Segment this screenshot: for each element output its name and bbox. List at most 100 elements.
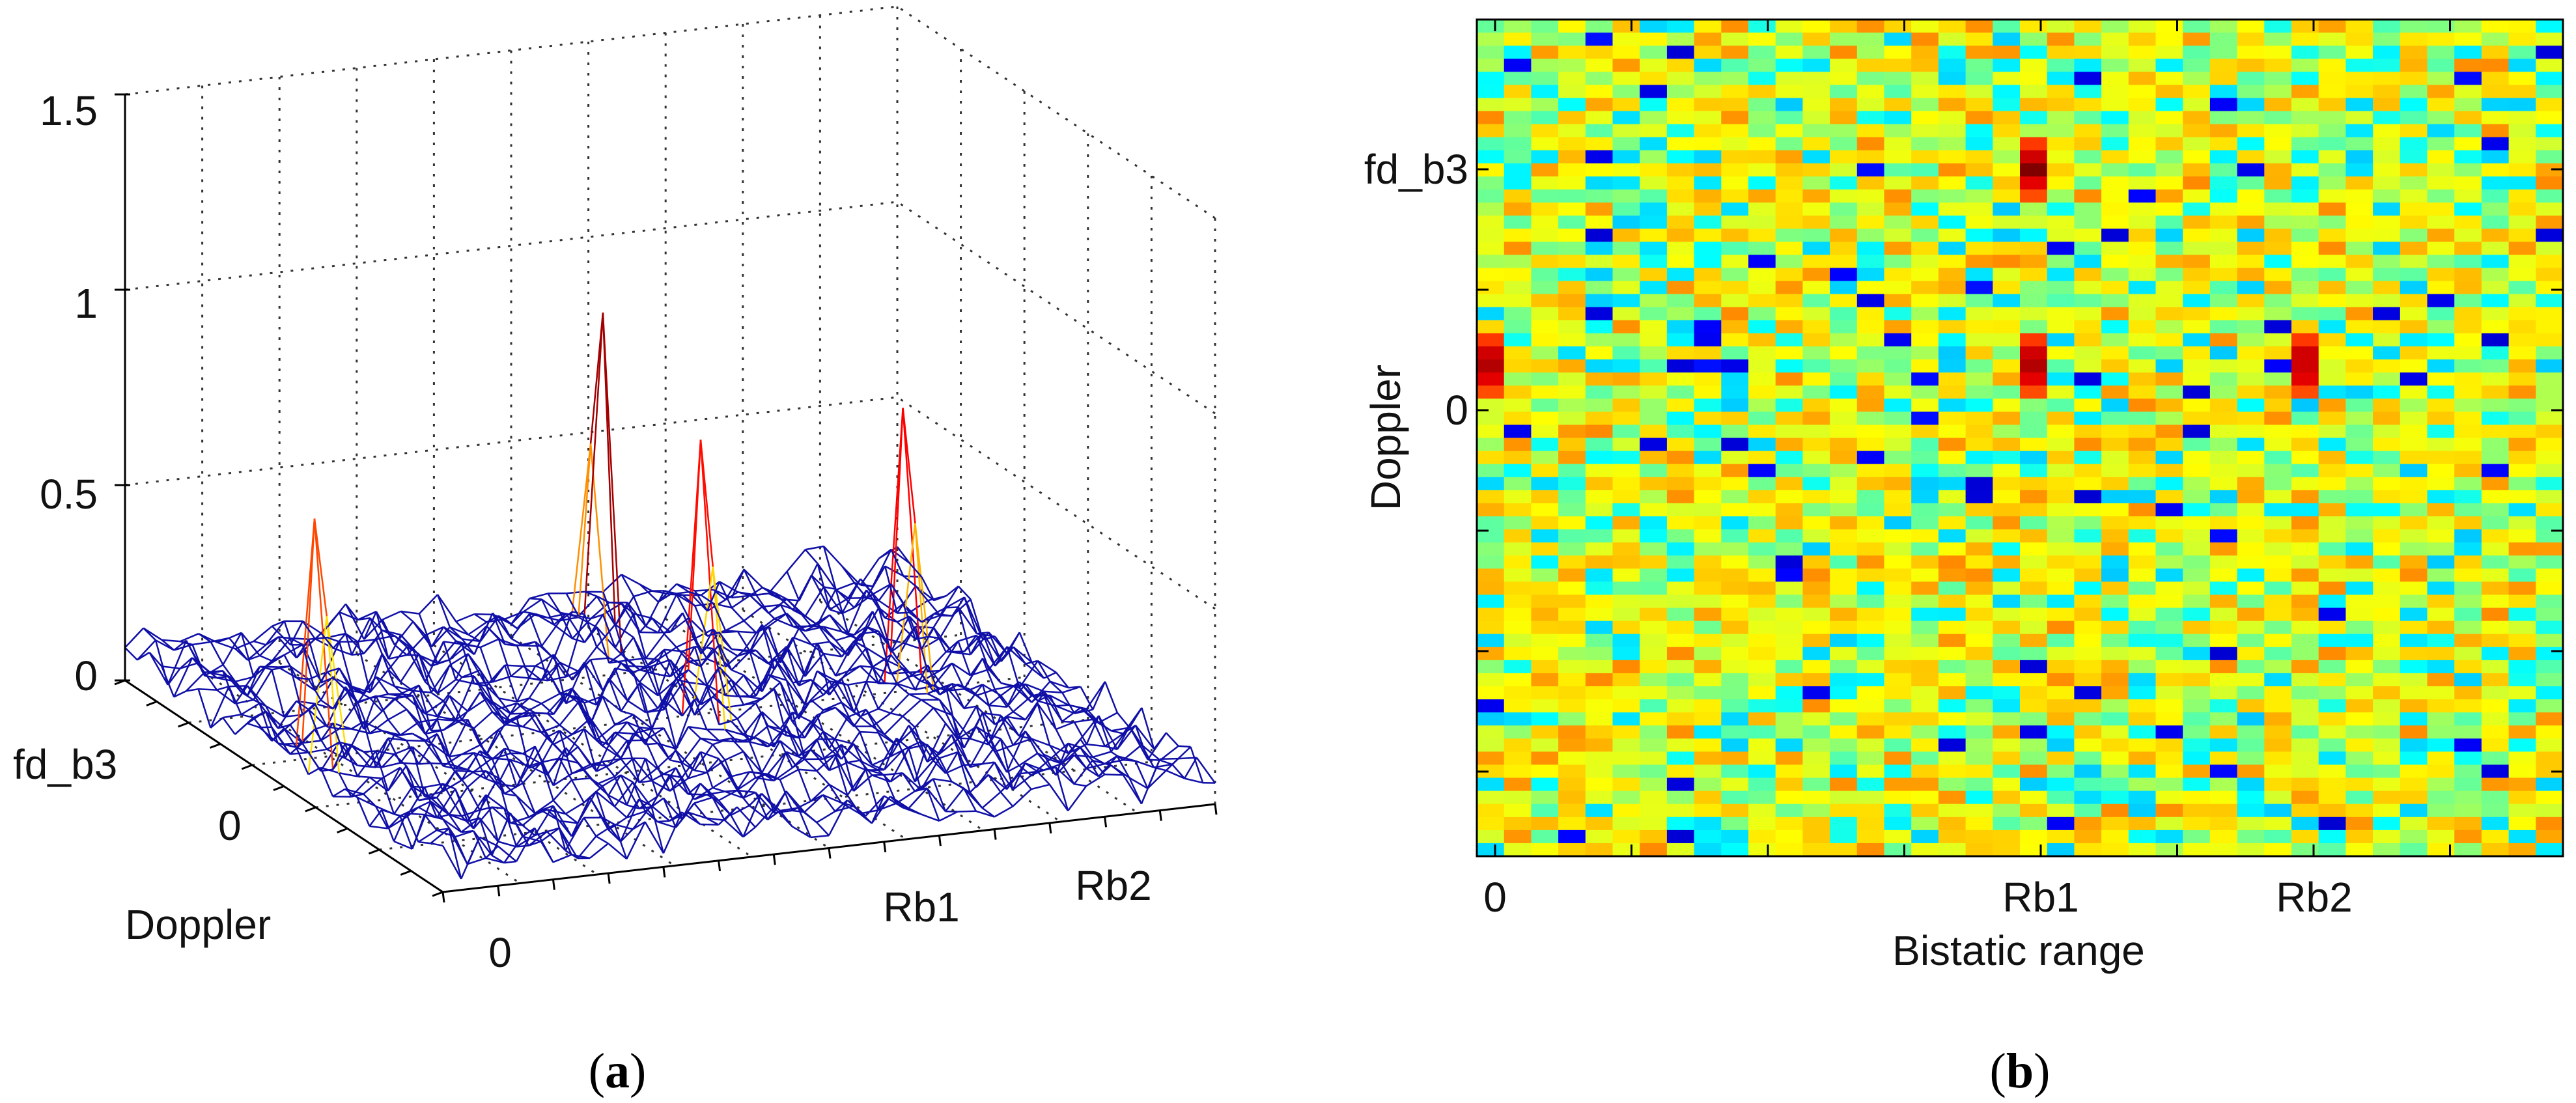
heatmap-cell [1640, 555, 1668, 569]
heatmap-cell [2373, 568, 2401, 582]
heatmap-cell [1965, 46, 1993, 59]
heatmap-cell [2508, 699, 2536, 713]
heatmap-cell [1938, 281, 1967, 295]
mesh-line [976, 632, 989, 635]
mesh-line [792, 682, 806, 705]
heatmap-cell [1856, 738, 1885, 752]
mesh-line [860, 665, 873, 668]
heatmap-cell [1558, 594, 1586, 609]
heatmap-cell [1965, 385, 1993, 399]
mesh-line [632, 805, 652, 830]
heatmap-cell [2345, 438, 2373, 452]
heatmap-cell [1802, 150, 1830, 164]
mesh-line [382, 610, 402, 621]
heatmap-cell [1666, 189, 1695, 203]
heatmap-cell [2183, 699, 2211, 713]
heatmap-cell [2427, 268, 2455, 282]
x-tick [1158, 810, 1162, 821]
mesh-line [387, 634, 402, 660]
heatmap-cell [1911, 607, 1939, 622]
heatmap-cell [2427, 137, 2455, 151]
heatmap-cell [1884, 281, 1912, 295]
heatmap-cell [1938, 176, 1967, 190]
heatmap-cell [2264, 150, 2292, 164]
heatmap-cell [1504, 686, 1532, 700]
heatmap-cell [1721, 320, 1749, 334]
mesh-line [835, 639, 849, 656]
heatmap-cell [1938, 202, 1967, 216]
heatmap-cell [2155, 738, 2183, 752]
mesh-line [767, 809, 781, 820]
heatmap-cell [2508, 790, 2536, 805]
heatmap-cell [1694, 98, 1722, 112]
mesh-line [473, 675, 487, 699]
mesh-line [253, 625, 273, 642]
mesh-line [841, 743, 854, 760]
mesh-line [957, 751, 971, 793]
mesh-line [669, 774, 689, 795]
heatmap-cell [1775, 216, 1803, 229]
heatmap-cell [1775, 843, 1803, 857]
heatmap-cell [1477, 451, 1505, 465]
mesh-line [877, 732, 891, 757]
heatmap-cell [2318, 529, 2346, 543]
mesh-line [737, 591, 751, 596]
heatmap-cell [2536, 137, 2564, 151]
heatmap-cell [1965, 555, 1993, 569]
heatmap-cell [2101, 542, 2129, 556]
heatmap-cell [2209, 790, 2238, 805]
mesh-line [860, 584, 873, 587]
heatmap-cell [1504, 464, 1532, 478]
heatmap-cell [1884, 372, 1912, 386]
heatmap-cell [1477, 660, 1505, 674]
heatmap-cell [2536, 594, 2564, 609]
heatmap-cell [2155, 751, 2183, 766]
mesh-line [706, 644, 720, 660]
heatmap-cell [2155, 464, 2183, 478]
mesh-line [351, 793, 364, 798]
mesh-line [896, 658, 910, 673]
heatmap-cell [2508, 150, 2536, 164]
heatmap-cell [1721, 412, 1749, 426]
heatmap-cell [2318, 229, 2346, 242]
mesh-line [468, 621, 488, 635]
mesh-line [498, 615, 512, 639]
heatmap-cell [1802, 843, 1830, 857]
mesh-line [461, 719, 475, 729]
mesh-line [277, 742, 291, 755]
heatmap-cell [2264, 817, 2292, 831]
mesh-line [387, 767, 401, 792]
heatmap-cell [1802, 425, 1830, 439]
heatmap-cell [2454, 725, 2482, 739]
mesh-line [670, 593, 683, 596]
mesh-line [595, 791, 609, 830]
heatmap-cell [1612, 46, 1640, 59]
mesh-line [589, 659, 604, 691]
heatmap-cell [1775, 72, 1803, 85]
mesh-line [136, 639, 156, 661]
mesh-line [497, 841, 517, 848]
heatmap-cell [2345, 20, 2373, 33]
mesh-line [798, 721, 812, 738]
mesh-line [547, 729, 560, 738]
heatmap-cell [1640, 542, 1668, 556]
mesh-line [356, 797, 371, 827]
heatmap-cell [2481, 398, 2510, 412]
mesh-line [461, 751, 474, 755]
heatmap-cell [1830, 843, 1858, 857]
heatmap-cell [1884, 594, 1912, 609]
mesh-line [639, 631, 658, 634]
mesh-line [486, 625, 499, 640]
heatmap-cell [2400, 594, 2428, 609]
heatmap-cell [1965, 660, 1993, 674]
heatmap-cell [2101, 777, 2129, 792]
heatmap-cell [1558, 503, 1586, 517]
heatmap-cell [2454, 451, 2482, 465]
mesh-line [951, 596, 966, 617]
heatmap-cell [1775, 451, 1803, 465]
heatmap-cell [1666, 764, 1695, 779]
heatmap-cell [2128, 359, 2157, 373]
heatmap-cell [2373, 751, 2401, 766]
mesh-line [835, 680, 848, 686]
heatmap-cell [1585, 281, 1614, 295]
